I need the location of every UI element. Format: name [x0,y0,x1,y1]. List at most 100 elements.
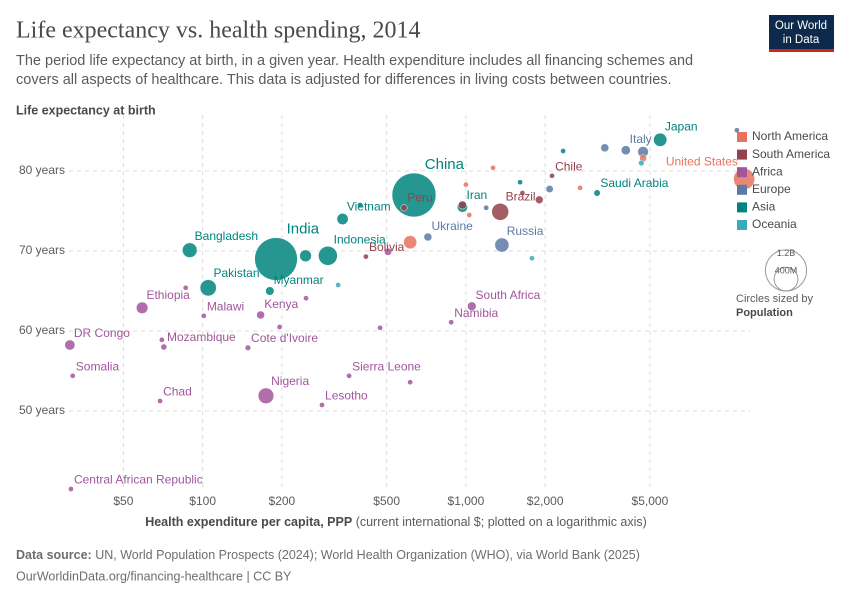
data-point [254,237,298,281]
point-label: United States [666,155,738,169]
legend-swatch [737,184,747,195]
data-point [400,204,408,212]
y-tick-label: 80 years [19,163,65,177]
point-label: Central African Republic [74,473,203,487]
data-point [545,185,554,193]
legend-swatch [737,202,747,213]
source-text: UN, World Population Prospects (2024); W… [95,548,640,562]
data-point [593,189,601,197]
data-point [299,249,312,262]
point-label: Ethiopia [146,288,190,302]
point-label: Namibia [454,306,498,320]
data-point [256,310,265,320]
data-point [463,181,469,188]
data-point [448,319,455,326]
legend-swatch [737,132,747,142]
point-label: DR Congo [74,326,130,340]
subtitle-line: covers all aspects of healthcare. This d… [16,72,672,88]
data-point [620,145,631,156]
point-label: Sierra Leone [352,359,421,373]
point-label: Italy [630,132,652,146]
legend-label: North America [752,129,828,143]
data-point [335,282,341,288]
size-legend-circle [773,266,799,292]
subtitle-line: The period life expectancy at birth, in … [16,53,693,69]
point-label: Russia [507,224,544,238]
data-point [577,184,583,191]
data-point [244,344,251,351]
point-label: Chad [163,385,192,399]
data-point [157,398,163,404]
point-label: Mozambique [167,330,236,344]
data-point [69,372,76,379]
point-label: China [425,156,465,173]
data-point [160,343,168,351]
data-point [403,235,418,250]
source: Data source: UN, World Population Prospe… [16,548,640,562]
x-tick-label: $500 [373,494,400,508]
data-point [483,204,490,211]
point-label: Myanmar [274,273,324,287]
point-label: Nigeria [271,374,309,388]
size-legend-title: Circles sized by [736,293,814,305]
data-point [318,246,338,266]
point-label: Brazil [506,189,536,203]
x-tick-label: $50 [113,494,133,508]
y-tick-label: 70 years [19,243,65,257]
data-point [407,379,413,386]
point-label: Bangladesh [195,229,258,243]
data-point [357,202,363,208]
data-point [494,237,510,253]
legend-label: Europe [752,182,791,196]
data-point [535,195,544,204]
point-label: Iran [467,188,488,202]
data-point [136,301,149,314]
data-point [363,253,369,260]
data-point [265,286,275,296]
point-label: Somalia [76,359,120,373]
point-label: Indonesia [334,232,386,246]
logo: Our World in Data [769,15,834,52]
logo-text: in Data [783,34,820,46]
data-point [638,159,645,167]
logo-box [769,15,834,49]
data-point [200,312,207,319]
point-label: Ukraine [431,219,473,233]
y-tick-label: 60 years [19,323,65,337]
legend-label: South America [752,147,830,161]
point-label: Lesotho [325,389,368,403]
size-legend-variable: Population [736,307,793,319]
data-point [257,387,275,404]
data-point [336,213,349,225]
data-point [600,143,610,153]
point-label: Bolivia [369,240,405,254]
data-point [458,200,467,210]
point-label: Malawi [207,299,244,313]
data-point [467,301,477,311]
point-label: Pakistan [214,266,260,280]
data-point [346,372,352,379]
data-point [377,324,383,331]
data-point [734,127,740,134]
data-point [319,402,325,408]
data-point [182,242,198,258]
footer-link: OurWorldinData.org/financing-healthcare … [16,569,292,583]
data-point [276,324,283,330]
legend-swatch [737,149,747,160]
data-point [64,339,76,351]
logo-bar [769,49,834,52]
data-point [491,203,509,221]
point-label: Vietnam [347,199,391,213]
data-point [199,279,217,297]
legend-swatch [737,167,747,178]
y-tick-label: 50 years [19,403,65,417]
legend-label: Asia [752,200,776,214]
legend-swatch [737,220,747,230]
x-tick-label: $1,000 [448,494,485,508]
size-legend-label: 400M [775,266,798,276]
x-tick-label: $200 [269,494,296,508]
y-axis-label: Life expectancy at birth [16,103,156,117]
size-legend-label: 1.2B [777,248,796,258]
point-label: Cote d'Ivoire [251,331,318,345]
data-point [159,336,165,343]
